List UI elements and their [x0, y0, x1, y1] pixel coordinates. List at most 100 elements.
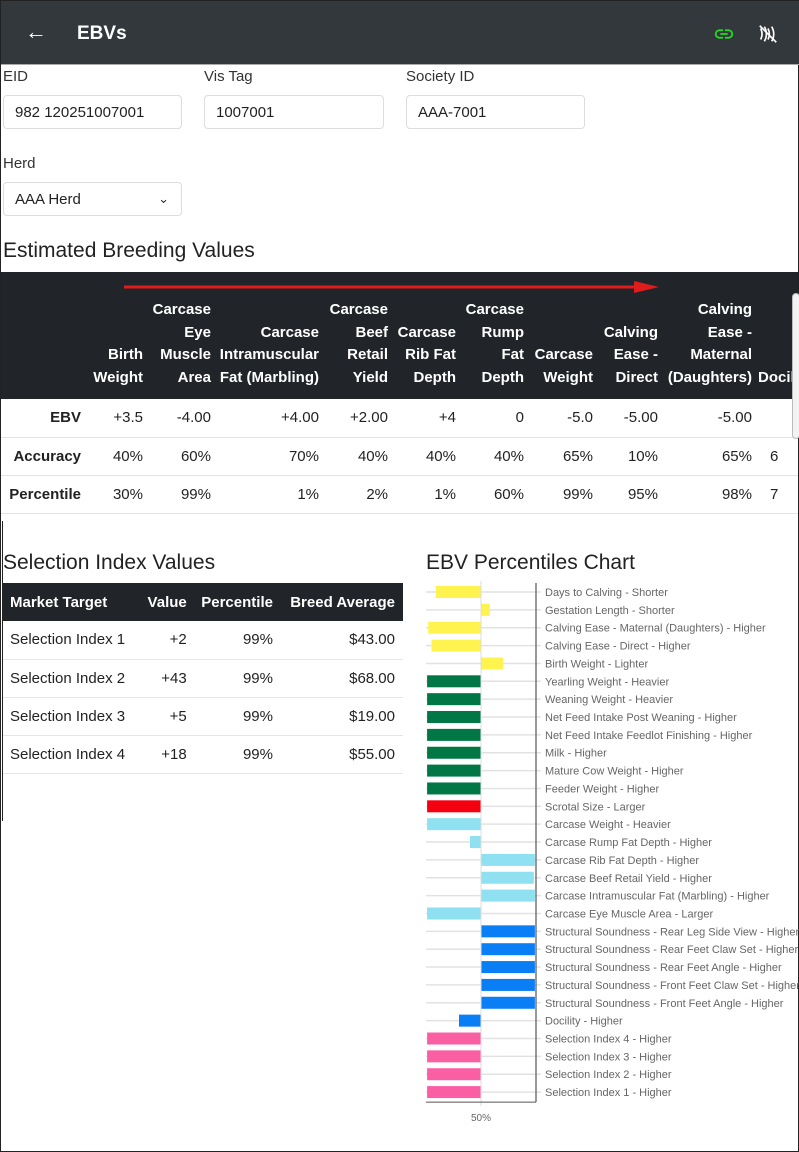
- ebv-row: Percentile 30% 99% 1% 2% 1% 60% 99% 95% 98% 7: [1, 475, 798, 514]
- bar: [481, 943, 535, 956]
- ebv-cell: 40%: [325, 437, 394, 476]
- bar: [427, 907, 481, 920]
- chevron-down-icon: ⌄: [158, 191, 169, 206]
- ebv-cell: 2%: [325, 475, 394, 514]
- ebv-cell: 1%: [217, 475, 325, 514]
- ebv-cell: 30%: [89, 475, 149, 514]
- ebv-cell: -5.00: [599, 399, 664, 438]
- selection-cell: $19.00: [280, 697, 403, 736]
- table-scrollbar[interactable]: [792, 293, 799, 439]
- ebv-column-header[interactable]: Carcase Intramuscular Fat (Marbling): [217, 272, 325, 399]
- category-label: Structural Soundness - Rear Feet Claw Se…: [545, 944, 798, 956]
- ebv-column-header[interactable]: Carcase Eye Muscle Area: [149, 272, 217, 399]
- category-label: Net Feed Intake Post Weaning - Higher: [545, 712, 737, 724]
- category-label: Weaning Weight - Heavier: [545, 694, 673, 706]
- ebv-column-header[interactable]: Calving Ease - Maternal (Daughters): [664, 272, 758, 399]
- ebv-column-header[interactable]: Docility: [758, 272, 798, 399]
- ebv-cell: -5.00: [664, 399, 758, 438]
- ebv-cell: 0: [462, 399, 530, 438]
- bar: [427, 782, 481, 795]
- selection-cell: +2: [143, 621, 195, 660]
- category-label: Carcase Rib Fat Depth - Higher: [545, 855, 699, 867]
- link-icon[interactable]: [713, 23, 735, 45]
- eid-field[interactable]: 982 120251007001: [3, 95, 182, 129]
- ebv-cell: 95%: [599, 475, 664, 514]
- selection-row: Selection Index 4 +18 99% $55.00: [3, 735, 403, 774]
- bar: [481, 996, 535, 1009]
- ebv-column-header[interactable]: Carcase Weight: [530, 272, 599, 399]
- ebv-cell: +3.5: [89, 399, 149, 438]
- category-label: Carcase Weight - Heavier: [545, 819, 671, 831]
- vis-tag-field[interactable]: 1007001: [204, 95, 384, 129]
- ebv-cell: 65%: [530, 437, 599, 476]
- ebv-cell: 65%: [664, 437, 758, 476]
- society-id-label: Society ID: [406, 68, 475, 85]
- selection-cell: 99%: [194, 697, 281, 736]
- ebv-table[interactable]: Birth Weight Carcase Eye Muscle Area Carca…: [1, 272, 798, 514]
- bar: [427, 711, 481, 724]
- selection-column-header[interactable]: Percentile: [194, 583, 281, 621]
- bar: [427, 764, 481, 777]
- bar: [427, 746, 481, 759]
- ebv-column-header[interactable]: Birth Weight: [89, 272, 149, 399]
- bar: [427, 1086, 481, 1099]
- selection-column-header[interactable]: Market Target: [3, 583, 144, 621]
- ebv-cell: 40%: [394, 437, 462, 476]
- bar: [427, 1050, 481, 1063]
- selection-row: Selection Index 3 +5 99% $19.00: [3, 697, 403, 736]
- ebv-cell: 1%: [394, 475, 462, 514]
- vis-tag-label: Vis Tag: [204, 68, 253, 85]
- selection-cell: 99%: [194, 659, 281, 698]
- category-label: Scrotal Size - Larger: [545, 801, 646, 813]
- selection-cell: +5: [143, 697, 195, 736]
- ebv-cell: 40%: [89, 437, 149, 476]
- selection-index-heading: Selection Index Values: [3, 551, 216, 574]
- bar: [481, 853, 535, 866]
- selection-cell: $55.00: [280, 735, 403, 774]
- society-id-field[interactable]: AAA-7001: [406, 95, 585, 129]
- ebv-cell: 98%: [664, 475, 758, 514]
- selection-cell: Selection Index 3: [3, 697, 144, 736]
- selection-cell: $43.00: [280, 621, 403, 660]
- bar: [427, 728, 481, 741]
- ebv-cell: 7: [758, 475, 798, 514]
- row-label: Percentile: [1, 475, 89, 514]
- bar: [481, 657, 503, 670]
- bar: [428, 621, 481, 634]
- category-label: Selection Index 1 - Higher: [545, 1087, 672, 1099]
- ebv-cell: +4.00: [217, 399, 325, 438]
- ebv-cell: +4: [394, 399, 462, 438]
- category-label: Gestation Length - Shorter: [545, 605, 675, 617]
- app-bar: ← EBVs: [1, 1, 799, 65]
- category-label: Structural Soundness - Rear Feet Angle -…: [545, 962, 782, 974]
- herd-select[interactable]: AAA Herd ⌄: [3, 182, 182, 216]
- selection-cell: +43: [143, 659, 195, 698]
- selection-column-header[interactable]: Value: [143, 583, 195, 621]
- back-arrow-icon[interactable]: ←: [25, 19, 47, 44]
- category-label: Calving Ease - Direct - Higher: [545, 641, 691, 653]
- ebv-cell: 60%: [149, 437, 217, 476]
- ebv-column-header[interactable]: Carcase Beef Retail Yield: [325, 272, 394, 399]
- bar: [427, 693, 481, 706]
- category-label: Selection Index 3 - Higher: [545, 1051, 672, 1063]
- ebv-column-header[interactable]: Carcase Rump Fat Depth: [462, 272, 530, 399]
- scroll-hint-arrow-icon: [124, 281, 659, 293]
- category-label: Carcase Rump Fat Depth - Higher: [545, 837, 712, 849]
- category-label: Mature Cow Weight - Higher: [545, 766, 684, 778]
- ebv-cell: 40%: [462, 437, 530, 476]
- nfc-off-icon[interactable]: [757, 23, 779, 45]
- category-label: Net Feed Intake Feedlot Finishing - High…: [545, 730, 753, 742]
- bar: [435, 586, 481, 598]
- selection-column-header[interactable]: Breed Average: [280, 583, 403, 621]
- category-label: Milk - Higher: [545, 748, 607, 760]
- category-label: Carcase Eye Muscle Area - Larger: [545, 908, 713, 920]
- x-tick-label: 50%: [471, 1113, 491, 1124]
- selection-cell: 99%: [194, 621, 281, 660]
- ebv-column-header[interactable]: Calving Ease - Direct: [599, 272, 664, 399]
- category-label: Yearling Weight - Heavier: [545, 676, 669, 688]
- ebv-column-header[interactable]: Carcase Rib Fat Depth: [394, 272, 462, 399]
- ebv-header-row: Birth Weight Carcase Eye Muscle Area Carca…: [1, 272, 798, 399]
- category-label: Birth Weight - Lighter: [545, 658, 648, 670]
- bar: [481, 603, 490, 616]
- bar: [470, 836, 481, 849]
